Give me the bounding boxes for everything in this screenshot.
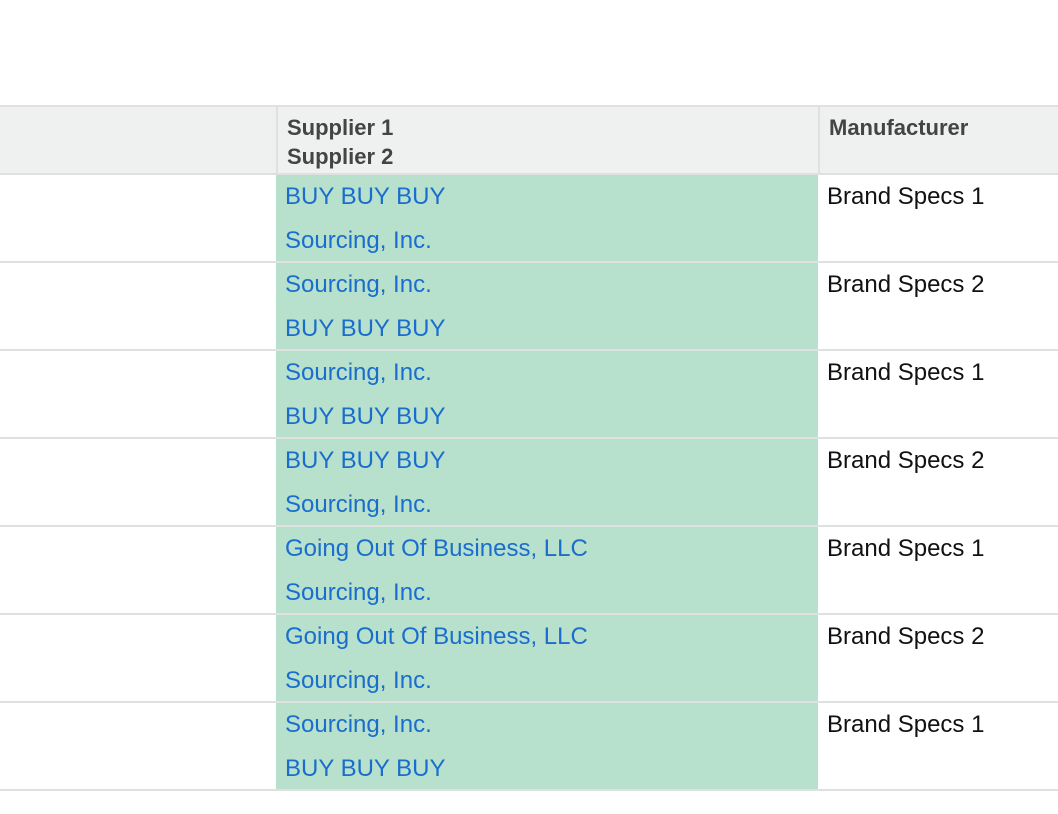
supplier-1-link[interactable]: BUY BUY BUY [285,183,446,210]
header-manufacturer: Manufacturer [829,115,969,140]
table-row: Going Out Of Business, LLC Sourcing, Inc… [0,615,1058,703]
header-supplier-2: Supplier 2 [287,144,394,169]
manufacturer-cell: Brand Specs 1 [818,175,1058,261]
suppliers-cell: BUY BUY BUY Sourcing, Inc. [276,439,818,525]
table-row: Sourcing, Inc. BUY BUY BUY Brand Specs 1 [0,351,1058,439]
blank-cell [0,351,276,437]
suppliers-cell: Going Out Of Business, LLC Sourcing, Inc… [276,615,818,701]
suppliers-cell: Sourcing, Inc. BUY BUY BUY [276,703,818,789]
header-cell-blank [0,107,276,173]
suppliers-cell: Going Out Of Business, LLC Sourcing, Inc… [276,527,818,613]
supplier-1-link[interactable]: Going Out Of Business, LLC [285,623,588,650]
supplier-2-link[interactable]: BUY BUY BUY [285,755,446,782]
manufacturer-value: Brand Specs 2 [827,447,985,474]
manufacturer-value: Brand Specs 1 [827,359,985,386]
table-row: BUY BUY BUY Sourcing, Inc. Brand Specs 1 [0,175,1058,263]
supplier-1-link[interactable]: Sourcing, Inc. [285,271,432,298]
manufacturer-cell: Brand Specs 1 [818,527,1058,613]
supplier-2-link[interactable]: BUY BUY BUY [285,403,446,430]
blank-cell [0,615,276,701]
table-header-row: Supplier 1 Supplier 2 Manufacturer [0,105,1058,175]
blank-cell [0,175,276,261]
blank-cell [0,439,276,525]
manufacturer-cell: Brand Specs 2 [818,263,1058,349]
supplier-1-link[interactable]: Sourcing, Inc. [285,359,432,386]
supplier-1-link[interactable]: BUY BUY BUY [285,447,446,474]
supplier-2-link[interactable]: Sourcing, Inc. [285,667,432,694]
supplier-2-link[interactable]: Sourcing, Inc. [285,491,432,518]
manufacturer-cell: Brand Specs 1 [818,351,1058,437]
suppliers-cell: BUY BUY BUY Sourcing, Inc. [276,175,818,261]
table-row: BUY BUY BUY Sourcing, Inc. Brand Specs 2 [0,439,1058,527]
table-row: Sourcing, Inc. BUY BUY BUY Brand Specs 1 [0,703,1058,791]
header-cell-suppliers[interactable]: Supplier 1 Supplier 2 [276,107,818,173]
manufacturer-value: Brand Specs 2 [827,623,985,650]
supplier-1-link[interactable]: Going Out Of Business, LLC [285,535,588,562]
manufacturer-value: Brand Specs 2 [827,271,985,298]
table-row: Going Out Of Business, LLC Sourcing, Inc… [0,527,1058,615]
blank-cell [0,703,276,789]
supplier-2-link[interactable]: Sourcing, Inc. [285,579,432,606]
blank-cell [0,263,276,349]
supplier-2-link[interactable]: BUY BUY BUY [285,315,446,342]
supplier-2-link[interactable]: Sourcing, Inc. [285,227,432,254]
suppliers-cell: Sourcing, Inc. BUY BUY BUY [276,263,818,349]
manufacturer-cell: Brand Specs 2 [818,439,1058,525]
manufacturer-value: Brand Specs 1 [827,535,985,562]
table-row: Sourcing, Inc. BUY BUY BUY Brand Specs 2 [0,263,1058,351]
blank-cell [0,527,276,613]
header-cell-manufacturer[interactable]: Manufacturer [818,107,1058,173]
suppliers-cell: Sourcing, Inc. BUY BUY BUY [276,351,818,437]
supplier-table: Supplier 1 Supplier 2 Manufacturer BUY B… [0,105,1058,791]
header-supplier-1: Supplier 1 [287,115,394,140]
supplier-1-link[interactable]: Sourcing, Inc. [285,711,432,738]
manufacturer-value: Brand Specs 1 [827,711,985,738]
manufacturer-value: Brand Specs 1 [827,183,985,210]
manufacturer-cell: Brand Specs 1 [818,703,1058,789]
manufacturer-cell: Brand Specs 2 [818,615,1058,701]
